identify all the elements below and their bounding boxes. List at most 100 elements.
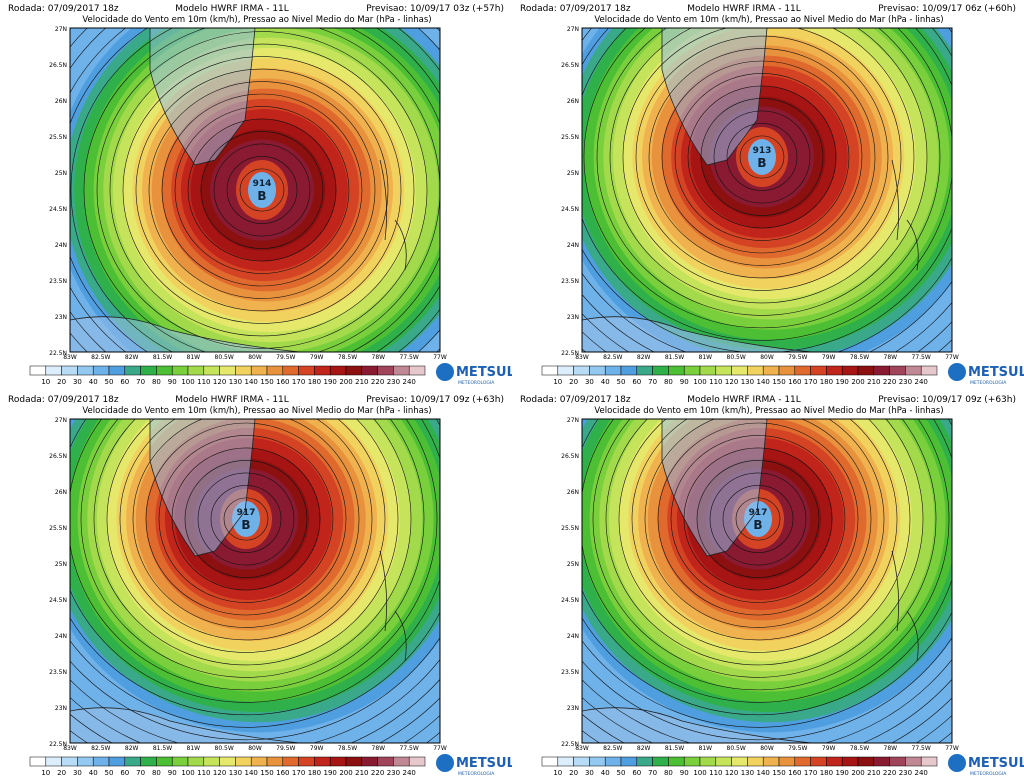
lat-label: 25N	[55, 561, 67, 568]
lon-label: 80W	[760, 354, 774, 361]
model-label: Modelo HWRF IRMA - 11L	[687, 4, 801, 14]
lon-label: 81W	[699, 354, 713, 361]
lat-label: 27N	[55, 26, 67, 33]
colorbar-swatch	[778, 756, 796, 767]
logo-tagline: METEOROLOGIA	[458, 771, 495, 777]
isobar	[582, 419, 950, 703]
map-frame	[581, 418, 953, 744]
isobar	[70, 637, 440, 741]
isobar	[713, 110, 811, 204]
colorbar-label: 20	[569, 769, 578, 777]
lat-label: 24N	[567, 633, 579, 640]
lon-label: 80.5W	[727, 354, 746, 361]
land	[70, 707, 301, 743]
lon-label: 78.5W	[338, 354, 357, 361]
lon-label: 78.5W	[850, 354, 869, 361]
colorbar-label: 20	[569, 378, 578, 386]
colorbar-label: 90	[168, 378, 177, 386]
colorbar-label: 100	[693, 769, 706, 777]
colorbar-swatch	[683, 756, 701, 767]
isobar	[696, 460, 820, 578]
colorbar-label: 140	[245, 769, 258, 777]
colorbar-swatch	[156, 365, 173, 376]
run-label: Rodada: 07/09/2017 18z	[520, 395, 631, 405]
colorbar-label: 100	[181, 769, 194, 777]
lat-label: 26.5N	[561, 62, 579, 69]
lon-label: 82W	[637, 354, 651, 361]
map-frame	[581, 27, 953, 353]
lat-label: 26N	[55, 98, 67, 105]
colorbar-swatch	[747, 756, 764, 767]
run-label: Rodada: 07/09/2017 18z	[8, 395, 119, 405]
isobar	[709, 472, 807, 566]
logo-tagline: METEOROLOGIA	[970, 771, 1007, 777]
lon-label: 81W	[187, 354, 201, 361]
colorbar-swatch	[826, 365, 843, 376]
lat-label: 22.5N	[49, 741, 67, 748]
colorbar-swatch	[762, 756, 780, 767]
colorbar-label: 40	[601, 378, 610, 386]
lat-label: 22.5N	[561, 741, 579, 748]
lon-label: 81W	[187, 745, 201, 752]
colorbar-swatch	[408, 365, 426, 376]
colorbar-swatch	[156, 756, 173, 767]
lon-label: 81.5W	[665, 745, 684, 752]
map	[582, 419, 952, 743]
colorbar-swatch	[266, 365, 284, 376]
lat-label: 23.5N	[561, 669, 579, 676]
colorbar-swatch	[668, 365, 685, 376]
colorbar-swatch	[92, 756, 110, 767]
colorbar-label: 230	[387, 769, 400, 777]
colorbar-label: 200	[851, 378, 864, 386]
colorbar-swatch	[794, 365, 811, 376]
colorbar-swatch	[889, 365, 906, 376]
lon-label: 77W	[945, 354, 959, 361]
colorbar-label: 10	[553, 378, 562, 386]
isobar	[70, 419, 440, 716]
colorbar-label: 200	[851, 769, 864, 777]
lat-label: 25N	[567, 170, 579, 177]
colorbar-swatch	[345, 756, 363, 767]
lon-label: 78W	[884, 354, 898, 361]
colorbar-swatch	[573, 365, 590, 376]
lat-label: 26.5N	[49, 453, 67, 460]
lat-label: 24.5N	[561, 597, 579, 604]
colorbar-label: 160	[276, 769, 289, 777]
colorbar-label: 20	[57, 378, 66, 386]
isobar	[83, 28, 440, 352]
colorbar-swatch	[345, 365, 363, 376]
colorbar-swatch	[794, 756, 811, 767]
isobar	[631, 419, 885, 641]
colorbar-swatch	[652, 756, 669, 767]
colorbar-swatch	[620, 365, 638, 376]
isobar	[683, 447, 833, 591]
lon-label: 81.5W	[153, 354, 172, 361]
lon-label: 78W	[372, 354, 386, 361]
model-label: Modelo HWRF IRMA - 11L	[175, 4, 289, 14]
lon-label: 79W	[822, 354, 836, 361]
colorbar-swatch	[282, 756, 299, 767]
colorbar-label: 110	[709, 378, 722, 386]
land	[891, 159, 919, 271]
colorbar-swatch	[731, 365, 748, 376]
lon-label: 80.5W	[215, 745, 234, 752]
lon-label: 82.5W	[91, 354, 110, 361]
isobar	[582, 419, 937, 691]
isobar	[109, 43, 415, 337]
colorbar-swatch	[620, 756, 638, 767]
colorbar-swatch	[29, 756, 47, 767]
colorbar-swatch	[573, 756, 590, 767]
isobar	[148, 81, 376, 299]
colorbar-label: 90	[168, 769, 177, 777]
run-label: Rodada: 07/09/2017 18z	[520, 4, 631, 14]
colorbar-label: 110	[197, 769, 210, 777]
isobar	[161, 93, 363, 287]
colorbar-label: 50	[105, 769, 114, 777]
colorbar-label: 220	[883, 378, 896, 386]
colorbar-label: 120	[725, 769, 738, 777]
forecast-label: Previsao: 10/09/17 09z (+63h)	[878, 395, 1016, 405]
lon-label: 79W	[822, 745, 836, 752]
lat-label: 25.5N	[561, 134, 579, 141]
colorbar-label: 120	[213, 378, 226, 386]
subtitle: Velocidade do Vento em 10m (km/h), Press…	[82, 406, 431, 416]
